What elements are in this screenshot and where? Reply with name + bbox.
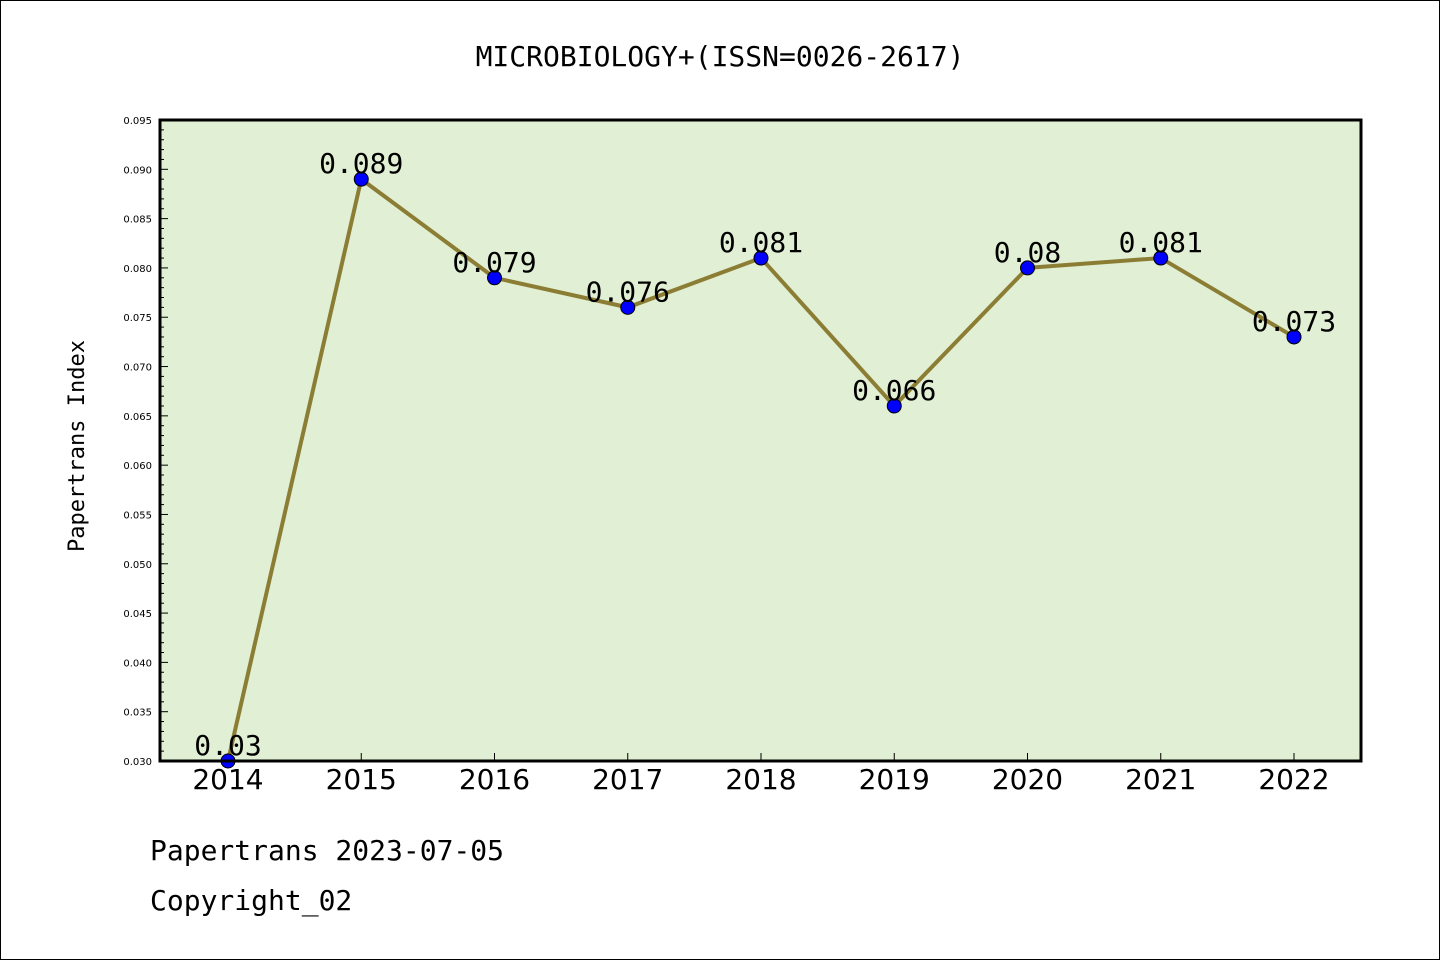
data-point — [753, 250, 769, 266]
y-tick-label: 0.060 — [123, 461, 152, 472]
data-point — [620, 299, 636, 315]
data-labels: 0.03 0.089 0.079 0.076 0.081 0.066 0.08 0.081 0.… — [194, 147, 1336, 762]
x-tick-label: 2017 — [592, 763, 663, 796]
footer-source: Papertrans 2023-07-05 — [150, 834, 505, 867]
x-tick-label: 2016 — [459, 763, 530, 796]
x-tick-label: 2020 — [992, 763, 1063, 796]
data-label: 0.079 — [452, 246, 536, 279]
y-tick-label: 0.095 — [123, 116, 152, 127]
footer-copyright: Copyright_02 — [150, 884, 353, 917]
plot-border — [158, 118, 1363, 763]
data-point — [1286, 329, 1302, 345]
x-tick-label: 2022 — [1258, 763, 1329, 796]
data-label: 0.08 — [994, 236, 1061, 269]
x-tick-label: 2015 — [326, 763, 397, 796]
y-tick-label: 0.030 — [123, 757, 152, 768]
y-tick-label: 0.050 — [123, 560, 152, 571]
y-tick-label: 0.065 — [123, 412, 152, 423]
y-tick-label: 0.090 — [123, 165, 152, 176]
y-tick-label: 0.045 — [123, 609, 152, 620]
data-point — [886, 398, 902, 414]
y-tick-label: 0.040 — [123, 658, 152, 669]
data-label: 0.073 — [1252, 305, 1336, 338]
plot-area — [160, 120, 1361, 761]
data-label: 0.081 — [1119, 226, 1203, 259]
data-point — [1153, 250, 1169, 266]
y-tick-label: 0.085 — [123, 215, 152, 226]
y-tick-label: 0.035 — [123, 708, 152, 719]
x-tick-label: 2021 — [1125, 763, 1196, 796]
y-tick-label: 0.075 — [123, 313, 152, 324]
data-points — [220, 171, 1302, 769]
y-axis-label: Papertrans Index — [65, 340, 90, 552]
y-tick-label: 0.070 — [123, 363, 152, 374]
data-point — [487, 270, 502, 286]
data-point — [353, 171, 369, 187]
x-tick-label: 2018 — [725, 763, 796, 796]
data-label: 0.066 — [852, 374, 936, 407]
chart-title: MICROBIOLOGY+(ISSN=0026-2617) — [476, 40, 965, 73]
data-label: 0.081 — [719, 226, 803, 259]
data-label: 0.03 — [194, 729, 261, 762]
data-label: 0.089 — [319, 147, 403, 180]
y-tick-label: 0.080 — [123, 264, 152, 275]
x-axis: 2014 2015 2016 2017 2018 2019 2020 2021 2022 — [192, 753, 1330, 796]
x-tick-label: 2019 — [859, 763, 930, 796]
data-label: 0.076 — [586, 275, 670, 308]
data-point — [1020, 260, 1035, 276]
y-tick-label: 0.055 — [123, 510, 152, 521]
